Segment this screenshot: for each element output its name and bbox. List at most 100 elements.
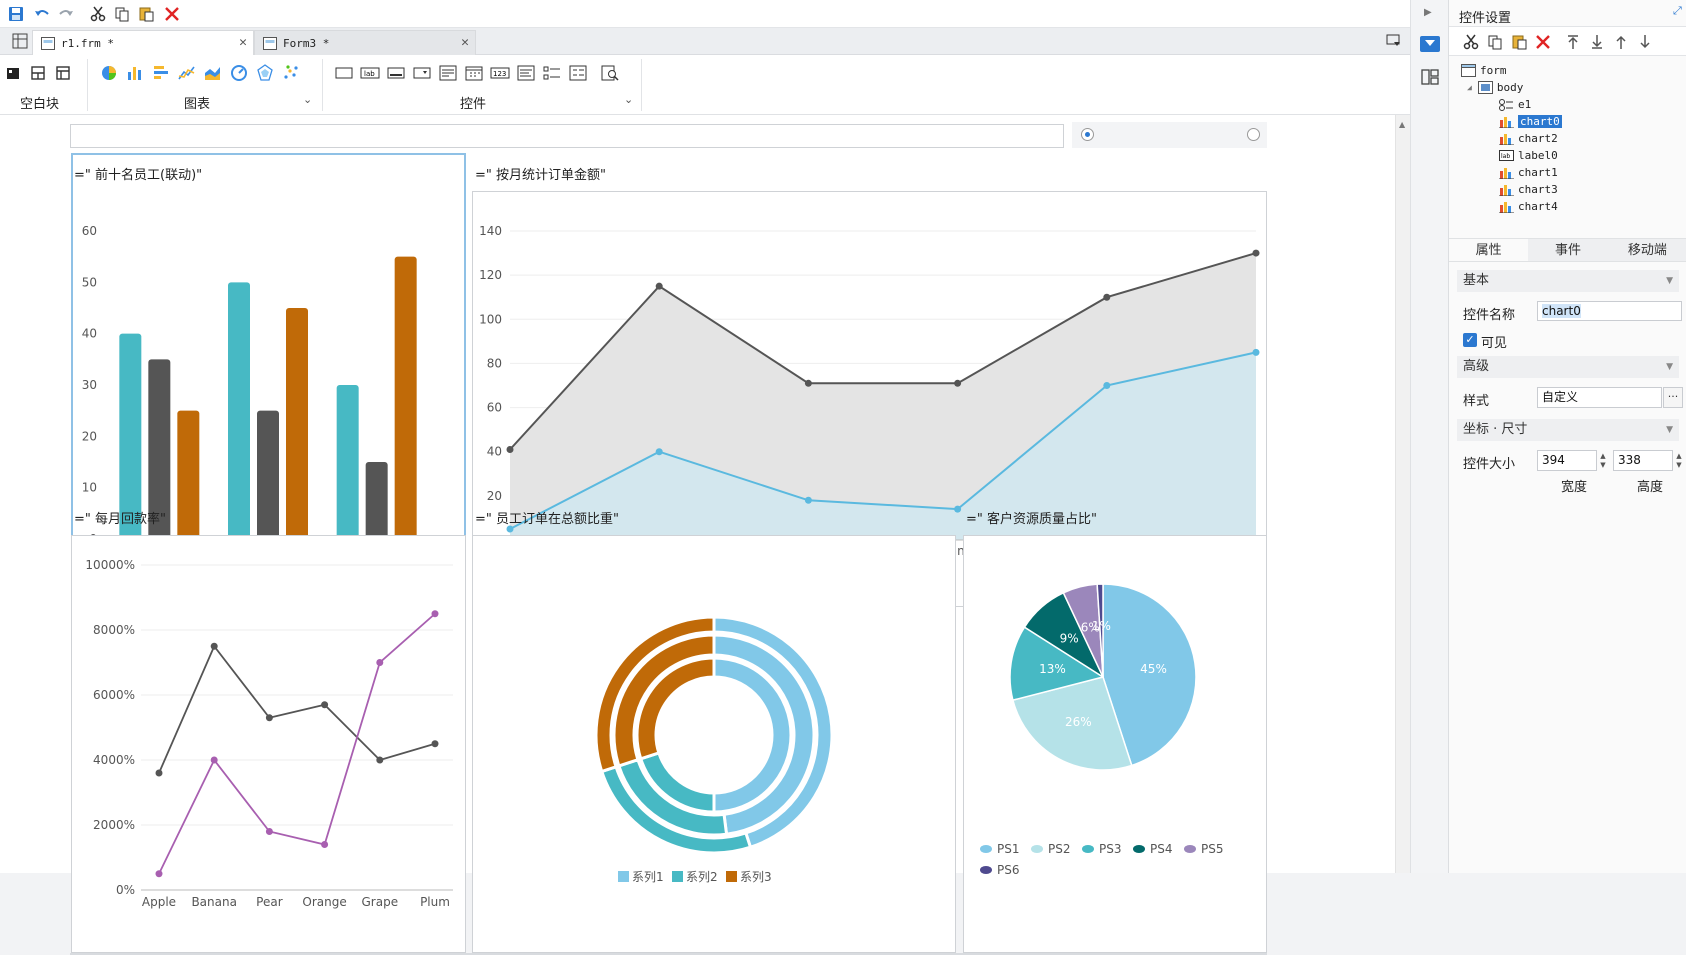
widget-name-input[interactable]: chart0 [1537,301,1682,321]
section-coord-size[interactable]: 坐标 · 尺寸 ▼ [1457,419,1679,441]
text-widget-e1[interactable] [70,124,1064,148]
tab-list-icon[interactable] [1386,33,1402,47]
textarea-widget-icon[interactable] [515,62,537,84]
gauge-chart-icon[interactable] [228,62,250,84]
scroll-up-icon[interactable]: ▲ [1399,120,1406,129]
move-up-icon[interactable] [1611,32,1631,52]
ribbon-group-label: 图表 [184,97,211,112]
block-absolute-icon[interactable] [2,62,24,84]
copy-icon[interactable] [112,4,132,24]
chevron-down-icon[interactable]: ⌄ [624,93,634,106]
radar-chart-icon[interactable] [254,62,276,84]
style-input[interactable]: 自定义 [1537,387,1662,408]
stepper-down-icon[interactable]: ▼ [1676,460,1682,469]
date-widget-icon[interactable] [463,62,485,84]
scatter-chart-icon[interactable] [280,62,302,84]
tree-node-chart4[interactable]: chart4 [1499,198,1558,215]
tab-events[interactable]: 事件 [1554,243,1581,258]
move-top-icon[interactable] [1563,32,1583,52]
number-widget-icon[interactable]: 123 [489,62,511,84]
move-down-icon[interactable] [1635,32,1655,52]
radio-widget[interactable] [1072,122,1267,148]
tree-node-chart1[interactable]: chart1 [1499,164,1558,181]
stepper-up-icon[interactable]: ▲ [1600,451,1606,460]
list-widget-icon[interactable] [437,62,459,84]
delete-icon[interactable] [1533,32,1553,52]
height-stepper[interactable]: ▲ ▼ [1673,450,1685,471]
pin-icon[interactable]: ⤢ [1673,4,1682,17]
collapse-arrow-icon[interactable]: ▶ [1424,7,1432,18]
tab-form3[interactable]: Form3 * ✕ [254,30,476,55]
section-advanced[interactable]: 高级 ▼ [1457,356,1679,378]
tree-node-e1[interactable]: e1 [1499,96,1531,113]
radio-unselected-icon[interactable] [1247,128,1260,141]
bar [177,410,200,539]
width-stepper[interactable]: ▲ ▼ [1597,450,1609,471]
tab-r1[interactable]: r1.frm * ✕ [32,30,254,55]
button-widget-icon[interactable] [385,62,407,84]
tree-node-body[interactable]: ◢ body [1467,81,1524,94]
paste-icon[interactable] [136,4,156,24]
form-file-icon [41,37,55,50]
series-line [509,351,1257,530]
tab-properties[interactable]: 属性 [1449,239,1529,261]
delete-icon[interactable] [162,4,182,24]
close-icon[interactable]: ✕ [461,35,469,50]
chevron-down-icon[interactable]: ⌄ [303,93,313,106]
stepper-down-icon[interactable]: ▼ [1600,460,1606,469]
chart-widget-icon [1499,185,1514,196]
bar-chart: 0102030405060分类名1分类名2分类名3 [82,224,431,557]
expand-arrow-icon[interactable]: ◢ [1467,83,1472,92]
cut-icon[interactable] [1461,32,1481,52]
area-chart-icon[interactable] [202,62,224,84]
section-basic[interactable]: 基本 ▼ [1457,270,1679,292]
visible-checkbox[interactable]: ✓ [1463,333,1477,347]
widget-settings-toggle-icon[interactable] [1420,36,1440,52]
label-widget-icon[interactable] [333,62,355,84]
tree-node-chart0[interactable]: chart0 [1499,113,1562,130]
radio-selected-icon[interactable] [1081,128,1094,141]
legend-label: PS1 [997,842,1020,856]
pie-chart: 45% 26% 13% 9%6%1% PS1 PS2 PS3 PS4 PS5 PS6 [980,583,1224,877]
text-widget-icon[interactable]: lab [359,62,381,84]
chevron-down-icon[interactable]: ▼ [1666,425,1673,435]
copy-icon[interactable] [1485,32,1505,52]
bar-chart-icon[interactable] [124,62,146,84]
chevron-down-icon[interactable]: ▼ [1666,276,1673,286]
stepper-up-icon[interactable]: ▲ [1676,451,1682,460]
series-line [509,252,1257,451]
cut-icon[interactable] [88,4,108,24]
data-point [804,379,812,387]
move-bottom-icon[interactable] [1587,32,1607,52]
bar [365,462,388,539]
search-widget-icon[interactable] [599,62,621,84]
y-tick-label: 0% [116,883,135,897]
tree-node-label0[interactable]: lab label0 [1499,149,1558,162]
save-icon[interactable] [6,4,26,24]
bar [394,256,417,539]
pie-chart-icon[interactable] [98,62,120,84]
tree-node-chart2[interactable]: chart2 [1499,130,1558,147]
tree-node-form[interactable]: form [1461,62,1507,79]
y-tick-label: 20 [487,489,502,503]
checkbox-group-icon[interactable] [541,62,563,84]
undo-icon[interactable] [32,4,52,24]
more-icon[interactable]: ··· [1663,387,1683,408]
chevron-down-icon[interactable]: ▼ [1666,362,1673,372]
dropdown-widget-icon[interactable] [411,62,433,84]
block-split-icon[interactable] [27,62,49,84]
grid-menu-icon[interactable] [12,33,28,49]
hbar-chart-icon[interactable] [150,62,172,84]
radio-group-icon[interactable] [567,62,589,84]
canvas-scrollbar[interactable]: ▲ [1395,115,1410,873]
layout-icon[interactable] [1421,68,1439,86]
close-icon[interactable]: ✕ [239,35,247,50]
redo-icon[interactable] [56,4,76,24]
width-input[interactable]: 394 [1537,450,1597,471]
height-input[interactable]: 338 [1613,450,1673,471]
line-chart-icon[interactable] [176,62,198,84]
tree-node-chart3[interactable]: chart3 [1499,181,1558,198]
tab-mobile[interactable]: 移动端 [1627,243,1667,258]
block-grid-icon[interactable] [52,62,74,84]
paste-icon[interactable] [1509,32,1529,52]
